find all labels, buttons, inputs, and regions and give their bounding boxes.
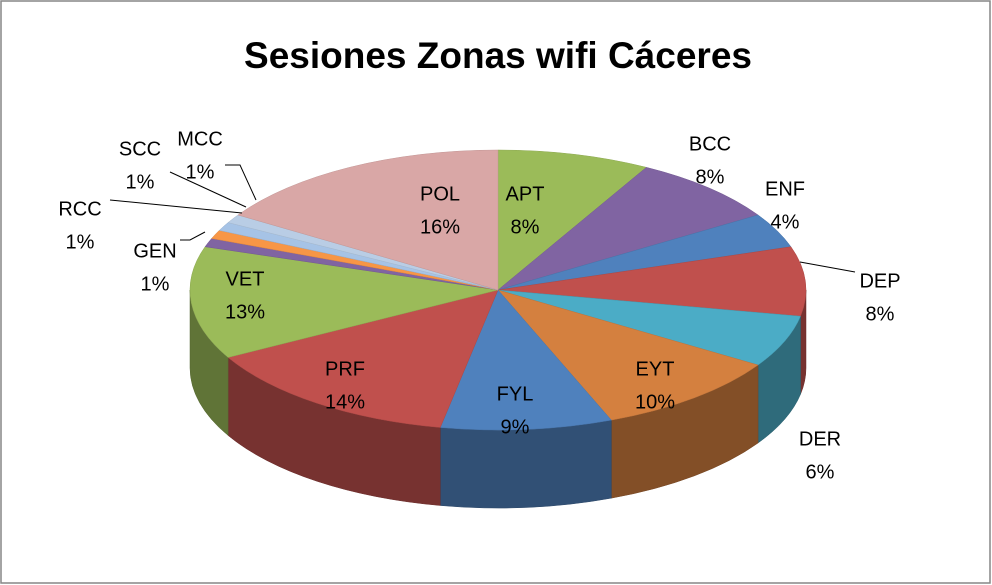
data-label-value: 9% — [501, 416, 530, 438]
data-label-name: DEP — [859, 270, 900, 292]
slice — [227, 289, 499, 428]
slice — [497, 149, 647, 291]
data-label-value: 1% — [66, 231, 95, 253]
data-label-value: 8% — [511, 216, 540, 238]
leader-line — [109, 199, 243, 214]
slice — [497, 246, 807, 317]
data-label-name: SCC — [119, 138, 161, 160]
data-label-name: RCC — [58, 198, 101, 220]
slice — [189, 246, 499, 358]
slice — [237, 149, 499, 291]
data-label-name: DER — [799, 428, 841, 450]
data-label-value: 8% — [696, 166, 725, 188]
data-label-value: 16% — [420, 216, 460, 238]
data-label-name: ENF — [765, 178, 805, 200]
leader-line — [799, 261, 856, 273]
data-label-name: EYT — [636, 358, 675, 380]
slice — [497, 167, 759, 291]
slice — [439, 289, 612, 431]
leader-line — [169, 171, 247, 208]
data-label-value: 10% — [635, 391, 675, 413]
leader-line — [225, 164, 257, 201]
data-label-name: GEN — [133, 240, 176, 262]
data-label-value: 1% — [126, 171, 155, 193]
data-label-value: 4% — [771, 211, 800, 233]
data-label-value: 8% — [866, 303, 895, 325]
data-label-value: 6% — [806, 461, 835, 483]
data-label-value: 14% — [325, 391, 365, 413]
data-label-name: MCC — [177, 128, 223, 150]
data-label-name: PRF — [325, 358, 365, 380]
data-label-name: POL — [420, 183, 460, 205]
data-label-value: 1% — [141, 273, 170, 295]
data-label-name: BCC — [689, 133, 731, 155]
data-label-value: 13% — [225, 301, 265, 323]
data-label-name: FYL — [497, 383, 534, 405]
data-label-name: VET — [226, 268, 265, 290]
data-label-name: APT — [506, 183, 545, 205]
slice — [497, 289, 759, 421]
data-label-value: 1% — [186, 161, 215, 183]
leader-line — [180, 231, 206, 241]
chart-title: Sesiones Zonas wifi Cáceres — [244, 35, 752, 76]
